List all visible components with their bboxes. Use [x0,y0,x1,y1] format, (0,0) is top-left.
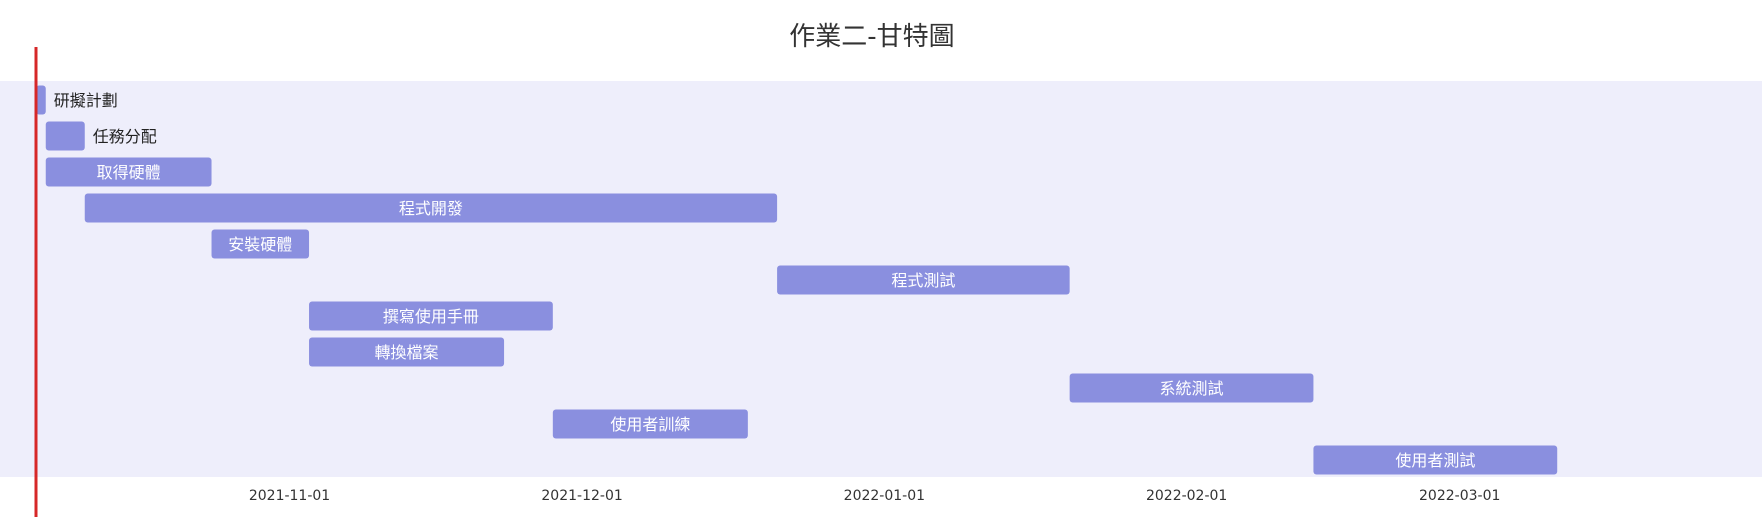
x-tick-label: 2021-11-01 [249,488,330,504]
x-tick-label: 2022-01-01 [844,488,925,504]
task-bar [552,409,748,439]
task-label: 系統測試 [1160,379,1224,398]
task-label: 程式開發 [399,199,463,218]
task-label: 轉換檔案 [375,343,439,362]
x-tick-label: 2022-02-01 [1146,488,1227,504]
chart-title: 作業二-甘特圖 [789,22,954,52]
x-axis-ticks: 2021-11-01 2021-12-01 2022-01-01 2022-02-01… [249,488,1501,504]
x-tick-label: 2021-12-01 [541,488,622,504]
task-label: 使用者訓練 [610,415,690,434]
task-bar [36,85,46,115]
task-bar [84,193,778,223]
task-bar [45,121,85,151]
task-bar [211,229,310,259]
task-bar [309,337,505,367]
task-label: 研擬計劃 [54,91,118,110]
task-label: 撰寫使用手冊 [383,307,479,326]
task-bar [1313,445,1558,475]
task-bar [1069,373,1314,403]
x-tick-label: 2022-03-01 [1419,488,1500,504]
task-bars: 研擬計劃任務分配取得硬體程式開發安裝硬體程式測試撰寫使用手冊轉換檔案系統測試使用… [36,85,1558,475]
task-label: 程式測試 [891,271,955,290]
task-label: 安裝硬體 [228,235,292,254]
task-bar [777,265,1070,295]
task-bar [309,301,553,331]
task-label: 取得硬體 [97,163,161,182]
task-bar [45,157,212,187]
task-label: 使用者測試 [1395,451,1475,470]
task-label: 任務分配 [93,127,157,146]
